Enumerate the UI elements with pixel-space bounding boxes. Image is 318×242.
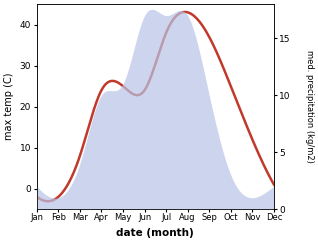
Y-axis label: max temp (C): max temp (C) [4,73,14,140]
X-axis label: date (month): date (month) [116,228,194,238]
Y-axis label: med. precipitation (kg/m2): med. precipitation (kg/m2) [305,50,314,163]
